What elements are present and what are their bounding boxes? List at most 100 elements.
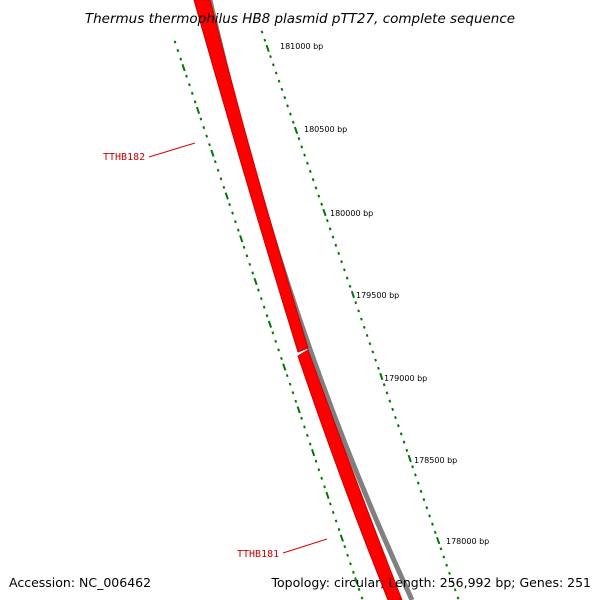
inner-major-tick (339, 534, 344, 542)
outer-major-tick (350, 290, 355, 299)
inner-minor-tick (271, 331, 275, 335)
inner-minor-tick (188, 83, 191, 87)
outer-minor-tick (306, 161, 309, 165)
inner-major-tick (239, 235, 244, 243)
inner-minor-tick (193, 100, 197, 104)
outer-minor-tick (343, 268, 346, 272)
inner-minor-tick (323, 485, 326, 489)
outer-minor-tick (419, 489, 423, 493)
inner-major-tick (210, 149, 215, 157)
outer-major-tick (265, 44, 270, 53)
inner-minor-tick (303, 425, 306, 429)
outer-minor-tick (280, 87, 284, 91)
inner-major-tick (282, 363, 287, 371)
outer-minor-tick (385, 391, 389, 395)
outer-major-tick (379, 372, 384, 381)
inner-major-tick (296, 406, 301, 414)
inner-minor-tick (291, 391, 295, 395)
inner-minor-tick (305, 433, 309, 438)
outer-minor-tick (286, 104, 289, 108)
inner-minor-tick (320, 476, 324, 480)
inner-minor-tick (314, 459, 318, 463)
summary-text: Topology: circular; Length: 256,992 bp; … (271, 575, 592, 590)
inner-minor-tick (285, 374, 289, 378)
outer-minor-tick (283, 96, 287, 100)
outer-minor-tick (416, 481, 420, 485)
inner-minor-tick (331, 510, 335, 515)
inner-minor-tick (251, 271, 255, 275)
outer-minor-tick (277, 79, 281, 83)
inner-minor-tick (294, 399, 298, 403)
outer-minor-tick (391, 407, 395, 411)
outer-minor-tick (325, 219, 329, 223)
outer-minor-tick (303, 153, 306, 157)
gene-arrow-tthb182[interactable] (193, 0, 309, 353)
gene-arrow-group (193, 0, 403, 600)
outer-minor-tick (365, 333, 369, 338)
outer-minor-tick (439, 547, 443, 551)
inner-minor-tick (179, 57, 183, 61)
outer-minor-tick (320, 202, 324, 206)
position-label: 178500 bp (414, 456, 457, 465)
outer-minor-tick (414, 473, 417, 477)
gene-leader-line (148, 142, 196, 158)
inner-major-tick (267, 320, 273, 328)
outer-minor-tick (374, 358, 377, 362)
outer-minor-tick (360, 317, 363, 321)
outer-minor-tick (428, 514, 431, 518)
outer-minor-tick (260, 30, 264, 34)
outer-minor-tick (308, 169, 312, 174)
outer-minor-tick (297, 137, 301, 141)
outer-minor-tick (269, 55, 272, 59)
inner-minor-tick (199, 117, 203, 121)
inner-minor-tick (259, 297, 263, 301)
inner-major-tick (253, 277, 258, 286)
inner-minor-tick (352, 570, 355, 574)
outer-minor-tick (445, 563, 449, 567)
outer-minor-tick (411, 465, 414, 469)
outer-minor-tick (362, 325, 366, 329)
inner-minor-tick (328, 502, 332, 506)
position-label: 179500 bp (356, 291, 399, 300)
outer-minor-tick (453, 588, 457, 592)
outer-minor-tick (340, 260, 343, 264)
gene-arrow-tthb181[interactable] (297, 349, 403, 600)
outer-minor-tick (300, 145, 304, 149)
position-label: 181000 bp (280, 42, 323, 51)
inner-minor-tick (219, 177, 223, 181)
gene-label-tthb181[interactable]: TTHB181 (237, 549, 279, 560)
map-title: Thermus thermophilus HB8 plasmid pTT27, … (85, 11, 515, 27)
outer-minor-tick (396, 424, 400, 428)
outer-minor-tick (274, 71, 278, 75)
position-label-group: 181000 bp 180500 bp 180000 bp 179500 bp … (280, 42, 489, 546)
outer-minor-tick (314, 186, 318, 190)
outer-minor-tick (450, 580, 454, 584)
inner-minor-tick (274, 339, 278, 343)
outer-minor-tick (289, 112, 292, 116)
inner-minor-tick (337, 527, 341, 532)
inner-minor-tick (208, 143, 211, 147)
position-label: 180500 bp (304, 125, 347, 134)
inner-minor-tick (205, 134, 209, 138)
outer-minor-tick (334, 243, 338, 247)
outer-minor-tick (402, 440, 406, 444)
inner-minor-tick (262, 305, 266, 309)
inner-minor-tick (349, 562, 352, 566)
outer-minor-tick (311, 178, 315, 182)
inner-minor-tick (202, 125, 206, 130)
inner-minor-tick (176, 48, 180, 53)
gene-label-tthb182[interactable]: TTHB182 (103, 152, 145, 163)
inner-minor-tick (360, 596, 364, 600)
outer-minor-tick (263, 38, 267, 42)
outer-minor-tick (377, 366, 380, 370)
outer-tick-row (260, 30, 460, 600)
outer-minor-tick (271, 63, 275, 67)
inner-minor-tick (242, 245, 246, 249)
outer-minor-tick (328, 227, 332, 231)
outer-minor-tick (405, 448, 409, 452)
inner-major-tick (181, 63, 186, 72)
inner-major-tick (354, 577, 359, 585)
inner-major-tick (195, 106, 201, 115)
